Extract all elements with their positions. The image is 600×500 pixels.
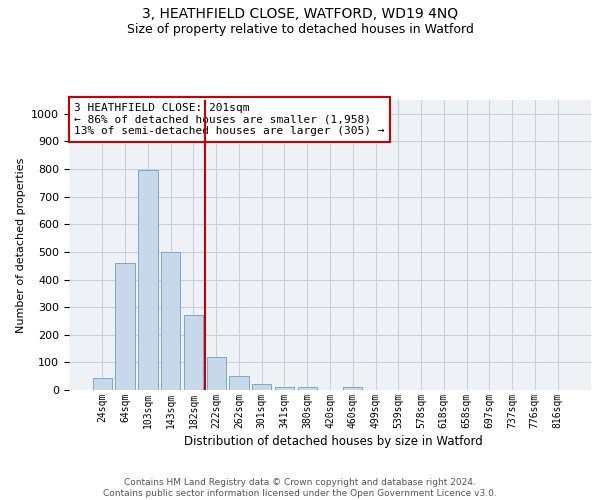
Y-axis label: Number of detached properties: Number of detached properties (16, 158, 26, 332)
Text: Size of property relative to detached houses in Watford: Size of property relative to detached ho… (127, 22, 473, 36)
Text: 3, HEATHFIELD CLOSE, WATFORD, WD19 4NQ: 3, HEATHFIELD CLOSE, WATFORD, WD19 4NQ (142, 8, 458, 22)
Bar (161, 252, 181, 390)
Bar (93, 378, 112, 390)
Bar (298, 386, 317, 390)
Bar (229, 376, 248, 390)
Text: Distribution of detached houses by size in Watford: Distribution of detached houses by size … (184, 435, 482, 448)
Bar (115, 263, 135, 390)
Bar (184, 316, 203, 390)
Bar (275, 386, 294, 390)
Bar (206, 357, 226, 390)
Text: 3 HEATHFIELD CLOSE: 201sqm
← 86% of detached houses are smaller (1,958)
13% of s: 3 HEATHFIELD CLOSE: 201sqm ← 86% of deta… (74, 103, 385, 136)
Text: Contains HM Land Registry data © Crown copyright and database right 2024.
Contai: Contains HM Land Registry data © Crown c… (103, 478, 497, 498)
Bar (252, 384, 271, 390)
Bar (343, 387, 362, 390)
Bar (138, 170, 158, 390)
